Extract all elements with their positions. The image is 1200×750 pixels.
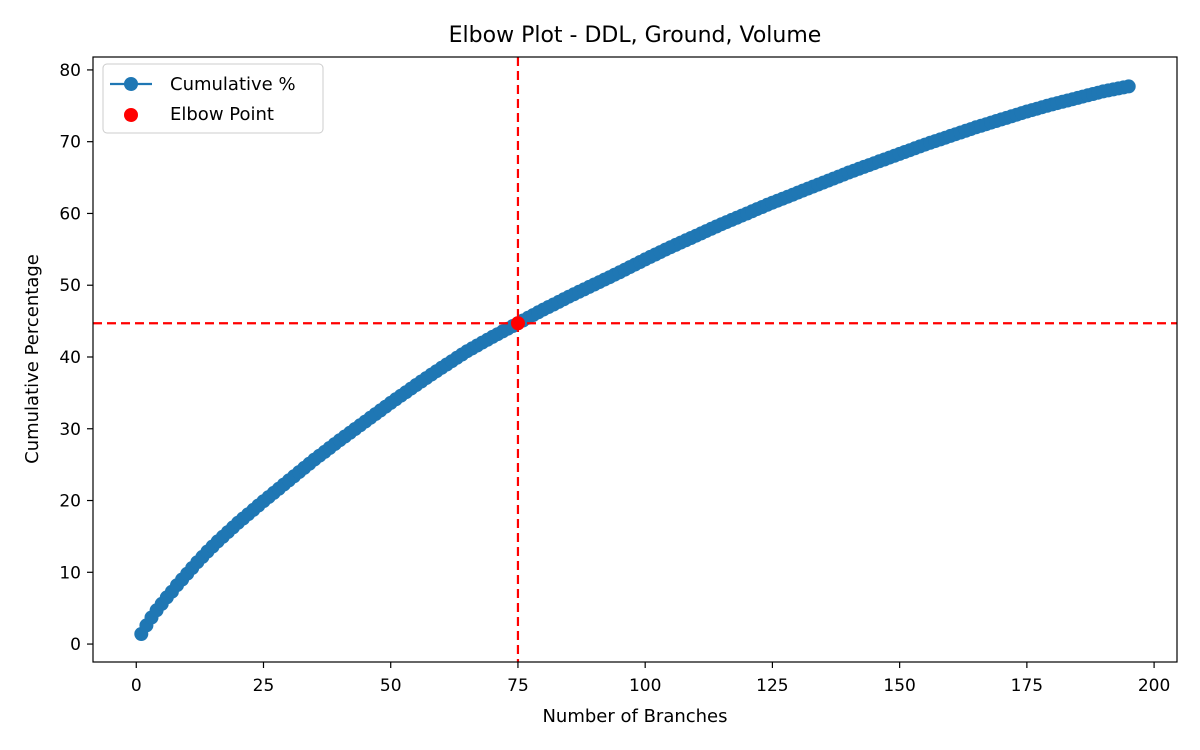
y-tick-label: 70 xyxy=(59,133,81,153)
y-tick-label: 30 xyxy=(59,420,81,440)
x-tick-label: 100 xyxy=(629,676,661,696)
y-tick-label: 20 xyxy=(59,492,81,512)
legend-series-label: Cumulative % xyxy=(170,74,296,95)
legend-box xyxy=(102,63,324,134)
data-marks xyxy=(134,79,1136,641)
x-axis-label: Number of Branches xyxy=(542,706,727,727)
x-tick-label: 200 xyxy=(1138,676,1170,696)
elbow-point xyxy=(510,316,525,331)
y-axis-ticks: 0 10 20 30 40 50 60 70 80 xyxy=(59,61,93,655)
series-markers xyxy=(134,79,1136,641)
y-axis-label: Cumulative Percentage xyxy=(22,254,43,464)
y-tick-label: 0 xyxy=(70,635,81,655)
x-tick-label: 25 xyxy=(253,676,275,696)
x-tick-label: 125 xyxy=(756,676,788,696)
series-point xyxy=(1121,79,1136,94)
y-tick-label: 80 xyxy=(59,61,81,81)
y-tick-label: 60 xyxy=(59,204,81,224)
legend: Cumulative % Elbow Point xyxy=(102,63,324,134)
legend-elbow-marker xyxy=(124,108,138,122)
x-tick-label: 50 xyxy=(380,676,402,696)
x-axis-ticks: 0 25 50 75 100 125 150 175 200 xyxy=(131,662,1170,696)
x-tick-label: 150 xyxy=(883,676,915,696)
x-tick-label: 75 xyxy=(507,676,529,696)
y-tick-label: 40 xyxy=(59,348,81,368)
legend-series-marker xyxy=(124,77,138,91)
chart-title: Elbow Plot - DDL, Ground, Volume xyxy=(449,23,822,48)
y-tick-label: 10 xyxy=(59,563,81,583)
x-tick-label: 0 xyxy=(131,676,142,696)
reference-lines xyxy=(93,57,1177,662)
plot-area xyxy=(93,57,1177,662)
y-tick-label: 50 xyxy=(59,276,81,296)
x-tick-label: 175 xyxy=(1011,676,1043,696)
legend-elbow-label: Elbow Point xyxy=(170,104,274,125)
plot-frame xyxy=(92,56,1178,663)
plot-background xyxy=(93,57,1177,662)
